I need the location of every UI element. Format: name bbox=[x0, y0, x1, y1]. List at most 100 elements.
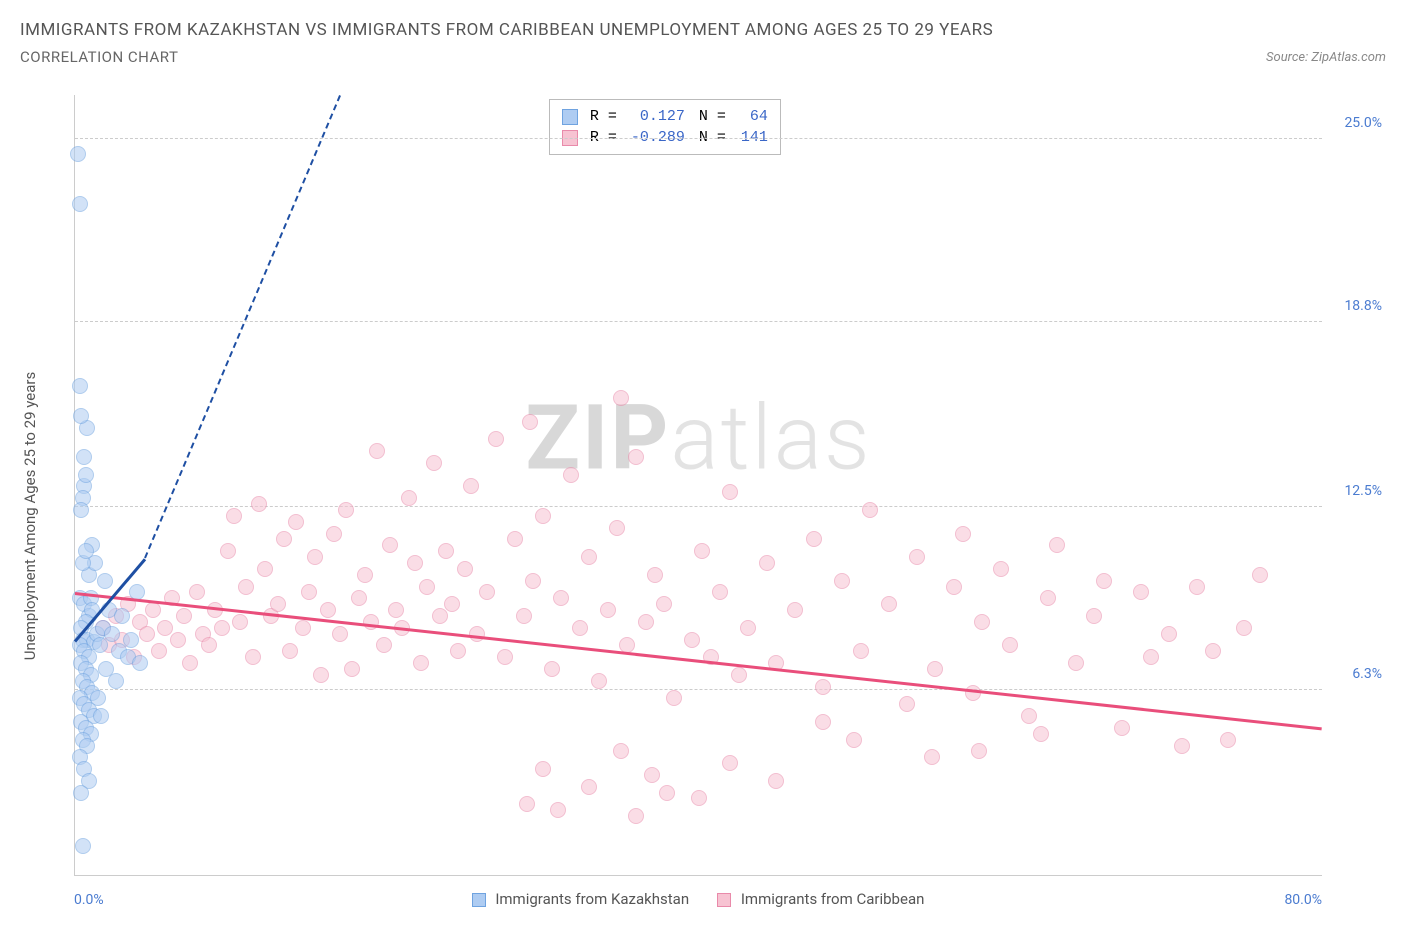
y-tick-label: 6.3% bbox=[1328, 666, 1382, 682]
scatter-point-b bbox=[946, 579, 962, 595]
scatter-point-b bbox=[170, 632, 186, 648]
scatter-point-b bbox=[609, 520, 625, 536]
scatter-point-b bbox=[909, 549, 925, 565]
scatter-point-b bbox=[768, 773, 784, 789]
legend-item-a: Immigrants from Kazakhstan bbox=[472, 890, 690, 908]
scatter-point-a bbox=[123, 632, 139, 648]
scatter-point-b bbox=[1021, 708, 1037, 724]
scatter-point-b bbox=[214, 620, 230, 636]
watermark-light: atlas bbox=[670, 386, 871, 491]
bottom-legend: Immigrants from Kazakhstan Immigrants fr… bbox=[472, 890, 925, 908]
scatter-point-b bbox=[295, 620, 311, 636]
scatter-point-b bbox=[628, 808, 644, 824]
scatter-point-a bbox=[78, 543, 94, 559]
scatter-point-b bbox=[432, 608, 448, 624]
scatter-point-b bbox=[591, 673, 607, 689]
scatter-point-a bbox=[114, 608, 130, 624]
scatter-point-b bbox=[846, 732, 862, 748]
scatter-point-b bbox=[563, 467, 579, 483]
scatter-point-b bbox=[740, 620, 756, 636]
scatter-point-b bbox=[270, 596, 286, 612]
scatter-point-b bbox=[1033, 726, 1049, 742]
scatter-point-b bbox=[320, 602, 336, 618]
scatter-point-b bbox=[853, 643, 869, 659]
scatter-point-b bbox=[731, 667, 747, 683]
scatter-point-b bbox=[307, 549, 323, 565]
chart-title: IMMIGRANTS FROM KAZAKHSTAN VS IMMIGRANTS… bbox=[0, 0, 1406, 48]
chart-subtitle: CORRELATION CHART bbox=[20, 48, 178, 66]
scatter-point-b bbox=[357, 567, 373, 583]
scatter-point-a bbox=[75, 838, 91, 854]
scatter-point-b bbox=[301, 584, 317, 600]
correlation-stats-box: R = 0.127 N = 64 R = -0.289 N = 141 bbox=[549, 99, 781, 155]
scatter-point-b bbox=[1002, 637, 1018, 653]
scatter-point-b bbox=[1040, 590, 1056, 606]
scatter-point-a bbox=[108, 673, 124, 689]
scatter-point-b bbox=[722, 484, 738, 500]
scatter-point-a bbox=[93, 708, 109, 724]
scatter-point-b bbox=[1252, 567, 1268, 583]
r-value-a: 0.127 bbox=[623, 108, 685, 125]
scatter-point-b bbox=[955, 526, 971, 542]
scatter-point-b bbox=[684, 632, 700, 648]
scatter-point-b bbox=[535, 761, 551, 777]
scatter-point-a bbox=[73, 785, 89, 801]
scatter-point-b bbox=[151, 643, 167, 659]
scatter-point-a bbox=[73, 408, 89, 424]
scatter-point-b bbox=[927, 661, 943, 677]
scatter-point-b bbox=[382, 537, 398, 553]
legend-item-b: Immigrants from Caribbean bbox=[717, 890, 924, 908]
r-label-a: R = bbox=[590, 108, 617, 125]
watermark-bold: ZIP bbox=[525, 386, 670, 491]
scatter-point-b bbox=[288, 514, 304, 530]
scatter-point-b bbox=[659, 785, 675, 801]
scatter-point-b bbox=[666, 690, 682, 706]
plot-area: ZIPatlas R = 0.127 N = 64 R = -0.289 N =… bbox=[74, 95, 1322, 876]
scatter-point-b bbox=[572, 620, 588, 636]
y-tick-label: 18.8% bbox=[1328, 298, 1382, 314]
scatter-point-a bbox=[72, 378, 88, 394]
scatter-point-a bbox=[132, 655, 148, 671]
scatter-point-b bbox=[759, 555, 775, 571]
scatter-point-b bbox=[1189, 579, 1205, 595]
scatter-point-b bbox=[613, 743, 629, 759]
scatter-point-b bbox=[581, 549, 597, 565]
scatter-point-a bbox=[76, 449, 92, 465]
scatter-point-b bbox=[469, 626, 485, 642]
scatter-point-b bbox=[600, 602, 616, 618]
scatter-point-b bbox=[182, 655, 198, 671]
scatter-point-b bbox=[313, 667, 329, 683]
scatter-point-b bbox=[369, 443, 385, 459]
stats-swatch-a bbox=[562, 109, 578, 125]
scatter-point-b bbox=[139, 626, 155, 642]
scatter-point-b bbox=[450, 643, 466, 659]
scatter-point-b bbox=[426, 455, 442, 471]
scatter-point-b bbox=[220, 543, 236, 559]
scatter-point-b bbox=[525, 573, 541, 589]
scatter-point-b bbox=[479, 584, 495, 600]
scatter-point-b bbox=[787, 602, 803, 618]
gridline bbox=[75, 689, 1322, 690]
stats-row-a: R = 0.127 N = 64 bbox=[562, 106, 768, 127]
scatter-point-b bbox=[613, 390, 629, 406]
scatter-point-b bbox=[338, 502, 354, 518]
scatter-point-b bbox=[407, 555, 423, 571]
scatter-point-b bbox=[544, 661, 560, 677]
scatter-point-b bbox=[419, 579, 435, 595]
y-tick-label: 25.0% bbox=[1328, 115, 1382, 131]
n-value-a: 64 bbox=[732, 108, 768, 125]
scatter-point-b bbox=[438, 543, 454, 559]
scatter-point-b bbox=[647, 567, 663, 583]
scatter-point-a bbox=[90, 690, 106, 706]
scatter-point-b bbox=[815, 714, 831, 730]
scatter-point-b bbox=[363, 614, 379, 630]
scatter-point-a bbox=[70, 146, 86, 162]
trend-dash bbox=[144, 96, 341, 559]
scatter-point-b bbox=[488, 431, 504, 447]
scatter-point-b bbox=[497, 649, 513, 665]
scatter-point-b bbox=[550, 802, 566, 818]
scatter-point-b bbox=[245, 649, 261, 665]
scatter-point-b bbox=[691, 790, 707, 806]
scatter-point-b bbox=[638, 614, 654, 630]
scatter-point-b bbox=[644, 767, 660, 783]
